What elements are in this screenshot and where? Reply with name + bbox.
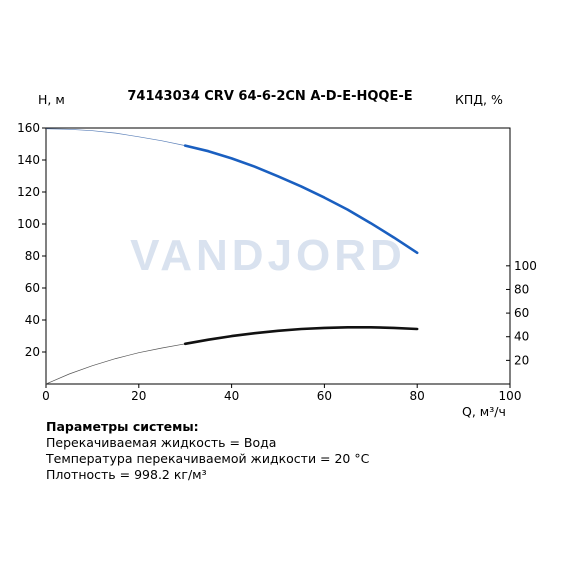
efficiency-curve-extrapolated (45, 343, 186, 385)
y-right-tick-label: 20 (514, 353, 529, 367)
y-right-axis-label: КПД, % (455, 92, 503, 107)
y-right-tick-label: 80 (514, 282, 529, 296)
parameter-density: Плотность = 998.2 кг/м³ (46, 467, 207, 482)
y-left-tick-label: 20 (25, 345, 40, 359)
tick-layer: 0 20 40 60 80 100 20 40 60 80 100 120 140 160 20 40 60 80… (17, 121, 537, 403)
x-tick-label: 20 (131, 389, 146, 403)
y-left-tick-label: 120 (17, 185, 40, 199)
curve-layer (45, 128, 419, 385)
y-left-tick-label: 80 (25, 249, 40, 263)
y-left-tick-label: 40 (25, 313, 40, 327)
system-parameters: Параметры системы: Перекачиваемая жидкос… (46, 419, 369, 483)
chart-title: 74143034 CRV 64-6-2CN A-D-E-HQQE-E (127, 89, 412, 104)
head-curve-extrapolated (45, 128, 186, 146)
x-tick-label: 0 (42, 389, 50, 403)
x-tick-label: 80 (410, 389, 425, 403)
parameter-fluid: Перекачиваемая жидкость = Вода (46, 435, 277, 450)
parameter-temperature: Температура перекачиваемой жидкости = 20… (46, 451, 370, 466)
y-left-tick-label: 60 (25, 281, 40, 295)
head-curve-operating (183, 144, 419, 255)
x-tick-label: 100 (499, 389, 522, 403)
watermark: VANDJORD (130, 231, 406, 280)
efficiency-curve-operating (183, 325, 419, 346)
y-right-tick-label: 40 (514, 330, 529, 344)
y-left-tick-label: 160 (17, 121, 40, 135)
parameters-heading: Параметры системы: (46, 419, 199, 434)
y-left-tick-label: 100 (17, 217, 40, 231)
x-tick-label: 40 (224, 389, 239, 403)
y-right-tick-label: 60 (514, 306, 529, 320)
y-left-tick-label: 140 (17, 153, 40, 167)
x-axis-label: Q, м³/ч (462, 404, 506, 419)
y-right-tick-label: 100 (514, 259, 537, 273)
y-left-axis-label: H, м (38, 92, 65, 107)
x-tick-label: 60 (317, 389, 332, 403)
